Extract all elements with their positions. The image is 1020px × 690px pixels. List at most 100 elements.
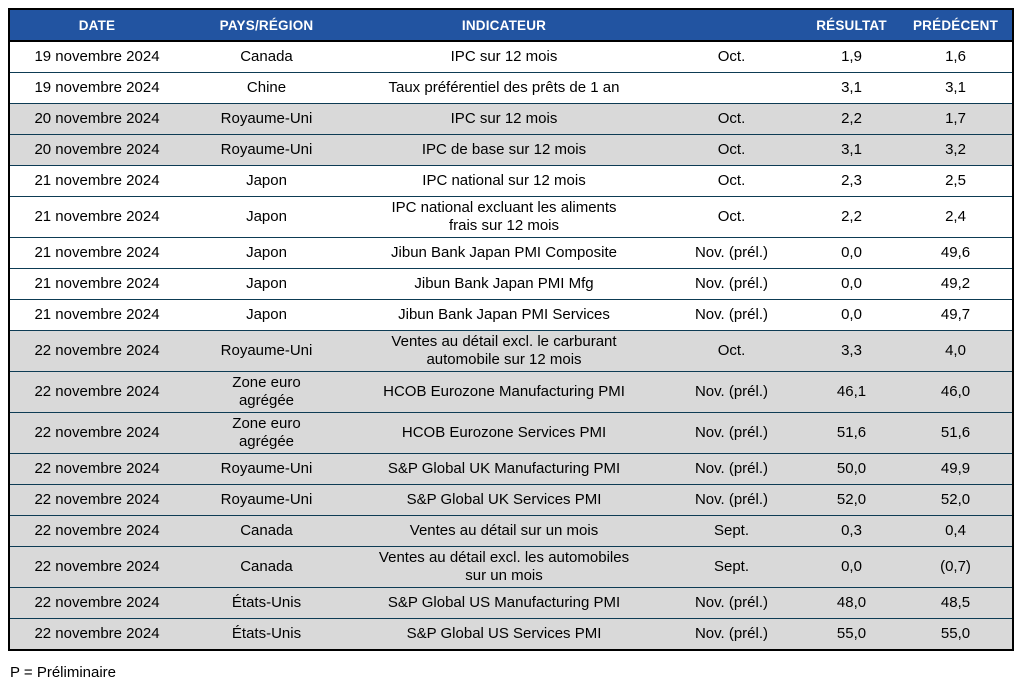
cell-indicator: Ventes au détail excl. le carburant auto… xyxy=(349,330,659,372)
table-row: 22 novembre 2024 Canada Ventes au détail… xyxy=(9,515,1013,547)
cell-period: Nov. (prél.) xyxy=(659,412,804,454)
cell-indicator: Jibun Bank Japan PMI Mfg xyxy=(349,268,659,300)
cell-region: États-Unis xyxy=(184,587,349,619)
table-row: 19 novembre 2024 Chine Taux préférentiel… xyxy=(9,72,1013,104)
cell-date: 20 novembre 2024 xyxy=(9,103,184,135)
cell-region: Canada xyxy=(184,41,349,73)
cell-indicator: IPC sur 12 mois xyxy=(349,103,659,135)
table-row: 20 novembre 2024 Royaume-Uni IPC de base… xyxy=(9,134,1013,166)
cell-result: 0,0 xyxy=(804,299,899,331)
cell-indicator: HCOB Eurozone Manufacturing PMI xyxy=(349,371,659,413)
cell-date: 19 novembre 2024 xyxy=(9,72,184,104)
cell-previous: 1,6 xyxy=(899,41,1013,73)
table-row: 21 novembre 2024 Japon Jibun Bank Japan … xyxy=(9,299,1013,331)
cell-indicator: IPC de base sur 12 mois xyxy=(349,134,659,166)
cell-result: 48,0 xyxy=(804,587,899,619)
cell-previous: 55,0 xyxy=(899,618,1013,650)
table-row: 22 novembre 2024 Zone euro agrégée HCOB … xyxy=(9,371,1013,413)
cell-indicator: Ventes au détail excl. les automobiles s… xyxy=(349,546,659,588)
economic-calendar-table: DATE PAYS/RÉGION INDICATEUR RÉSULTAT PRÉ… xyxy=(8,8,1014,651)
cell-result: 0,0 xyxy=(804,546,899,588)
cell-indicator: Ventes au détail sur un mois xyxy=(349,515,659,547)
cell-date: 21 novembre 2024 xyxy=(9,268,184,300)
cell-previous: 2,4 xyxy=(899,196,1013,238)
table-row: 21 novembre 2024 Japon Jibun Bank Japan … xyxy=(9,237,1013,269)
cell-result: 0,3 xyxy=(804,515,899,547)
cell-result: 1,9 xyxy=(804,41,899,73)
cell-region: Royaume-Uni xyxy=(184,330,349,372)
col-header-indicator: INDICATEUR xyxy=(349,9,659,42)
header-row: DATE PAYS/RÉGION INDICATEUR RÉSULTAT PRÉ… xyxy=(9,9,1013,42)
cell-date: 22 novembre 2024 xyxy=(9,453,184,485)
cell-indicator: S&P Global UK Services PMI xyxy=(349,484,659,516)
cell-result: 0,0 xyxy=(804,237,899,269)
cell-previous: 1,7 xyxy=(899,103,1013,135)
col-header-previous: PRÉDÉCENT xyxy=(899,9,1013,42)
cell-period: Nov. (prél.) xyxy=(659,587,804,619)
cell-result: 50,0 xyxy=(804,453,899,485)
cell-period: Oct. xyxy=(659,196,804,238)
cell-region: Japon xyxy=(184,165,349,197)
cell-previous: 51,6 xyxy=(899,412,1013,454)
cell-period: Nov. (prél.) xyxy=(659,299,804,331)
cell-region: Royaume-Uni xyxy=(184,134,349,166)
cell-indicator: S&P Global US Services PMI xyxy=(349,618,659,650)
col-header-result: RÉSULTAT xyxy=(804,9,899,42)
cell-result: 55,0 xyxy=(804,618,899,650)
cell-date: 21 novembre 2024 xyxy=(9,237,184,269)
cell-previous: 4,0 xyxy=(899,330,1013,372)
cell-region: Royaume-Uni xyxy=(184,484,349,516)
cell-date: 22 novembre 2024 xyxy=(9,587,184,619)
table-row: 21 novembre 2024 Japon Jibun Bank Japan … xyxy=(9,268,1013,300)
cell-previous: 3,1 xyxy=(899,72,1013,104)
cell-region: Canada xyxy=(184,546,349,588)
cell-result: 3,1 xyxy=(804,134,899,166)
footnote: P = Préliminaire xyxy=(10,664,117,681)
col-header-date: DATE xyxy=(9,9,184,42)
cell-result: 51,6 xyxy=(804,412,899,454)
table-row: 22 novembre 2024 Royaume-Uni S&P Global … xyxy=(9,453,1013,485)
cell-result: 2,2 xyxy=(804,196,899,238)
cell-period: Oct. xyxy=(659,134,804,166)
cell-period: Nov. (prél.) xyxy=(659,268,804,300)
cell-date: 21 novembre 2024 xyxy=(9,165,184,197)
table-row: 22 novembre 2024 États-Unis S&P Global U… xyxy=(9,618,1013,650)
cell-region: Chine xyxy=(184,72,349,104)
table-body: 19 novembre 2024 Canada IPC sur 12 mois … xyxy=(9,41,1013,650)
cell-previous: 48,5 xyxy=(899,587,1013,619)
cell-previous: 49,7 xyxy=(899,299,1013,331)
cell-date: 22 novembre 2024 xyxy=(9,484,184,516)
table-row: 21 novembre 2024 Japon IPC national excl… xyxy=(9,196,1013,238)
cell-period: Sept. xyxy=(659,546,804,588)
cell-date: 22 novembre 2024 xyxy=(9,546,184,588)
cell-previous: 0,4 xyxy=(899,515,1013,547)
cell-indicator: Jibun Bank Japan PMI Services xyxy=(349,299,659,331)
cell-indicator: IPC sur 12 mois xyxy=(349,41,659,73)
cell-result: 3,3 xyxy=(804,330,899,372)
cell-indicator: Jibun Bank Japan PMI Composite xyxy=(349,237,659,269)
cell-region: Japon xyxy=(184,196,349,238)
cell-result: 46,1 xyxy=(804,371,899,413)
cell-indicator: HCOB Eurozone Services PMI xyxy=(349,412,659,454)
table-row: 20 novembre 2024 Royaume-Uni IPC sur 12 … xyxy=(9,103,1013,135)
cell-region: États-Unis xyxy=(184,618,349,650)
cell-date: 21 novembre 2024 xyxy=(9,196,184,238)
cell-period: Nov. (prél.) xyxy=(659,237,804,269)
table-row: 22 novembre 2024 Canada Ventes au détail… xyxy=(9,546,1013,588)
cell-period: Oct. xyxy=(659,41,804,73)
table-row: 22 novembre 2024 Royaume-Uni Ventes au d… xyxy=(9,330,1013,372)
cell-previous: 49,2 xyxy=(899,268,1013,300)
cell-period: Nov. (prél.) xyxy=(659,484,804,516)
col-header-period xyxy=(659,9,804,42)
cell-previous: 49,9 xyxy=(899,453,1013,485)
cell-date: 19 novembre 2024 xyxy=(9,41,184,73)
cell-indicator: S&P Global UK Manufacturing PMI xyxy=(349,453,659,485)
cell-result: 52,0 xyxy=(804,484,899,516)
cell-date: 22 novembre 2024 xyxy=(9,412,184,454)
cell-region: Zone euro agrégée xyxy=(184,412,349,454)
cell-period xyxy=(659,72,804,104)
cell-date: 21 novembre 2024 xyxy=(9,299,184,331)
cell-previous: 2,5 xyxy=(899,165,1013,197)
cell-result: 3,1 xyxy=(804,72,899,104)
cell-region: Royaume-Uni xyxy=(184,103,349,135)
